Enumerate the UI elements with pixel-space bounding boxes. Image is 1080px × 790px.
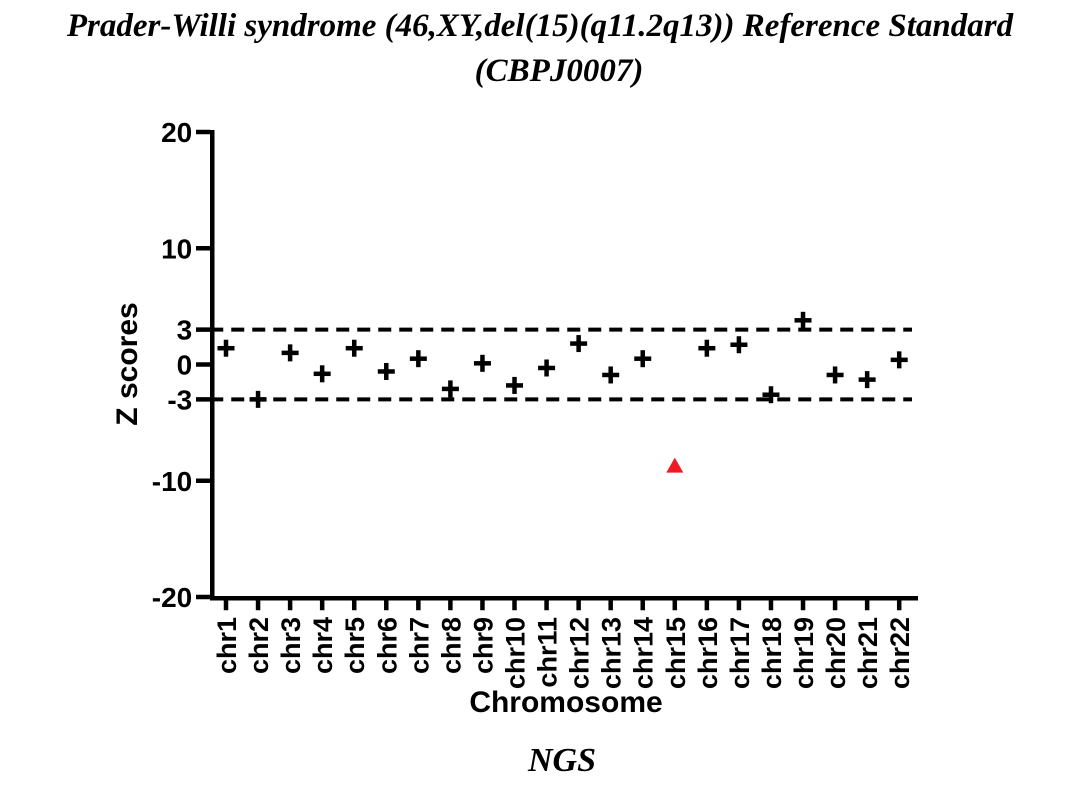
- data-point-chr17: [730, 336, 748, 354]
- data-point-chr20: [826, 366, 844, 384]
- x-tick-label-chr12: chr12: [565, 617, 595, 689]
- data-point-chr1: [217, 339, 235, 357]
- x-tick-label-chr17: chr17: [725, 617, 755, 689]
- x-tick: [223, 598, 229, 611]
- y-tick-label: 0: [177, 350, 193, 381]
- data-point-chr5: [345, 339, 363, 357]
- x-tick-label-chr19: chr19: [789, 617, 819, 689]
- y-tick: [196, 478, 210, 483]
- x-tick: [800, 598, 806, 611]
- x-tick-label-chr13: chr13: [597, 617, 627, 689]
- x-tick: [832, 598, 838, 611]
- x-tick-label-chr21: chr21: [853, 617, 883, 689]
- x-tick-label-chr3: chr3: [276, 617, 306, 674]
- x-tick-label-chr1: chr1: [212, 617, 242, 674]
- outlier-marker-chr15: [666, 457, 684, 473]
- x-tick: [768, 598, 774, 611]
- x-tick-label-chr15: chr15: [661, 617, 691, 689]
- x-tick: [287, 598, 293, 611]
- x-tick-label-chr18: chr18: [757, 617, 787, 689]
- data-point-chr16: [698, 339, 716, 357]
- x-tick-label-chr14: chr14: [629, 617, 659, 689]
- x-tick: [480, 598, 485, 611]
- x-tick: [576, 598, 581, 611]
- x-tick: [384, 598, 389, 611]
- data-point-chr2: [249, 390, 267, 408]
- x-tick-label-chr4: chr4: [308, 617, 338, 674]
- x-tick-label-chr2: chr2: [244, 617, 274, 674]
- data-point-chr21: [858, 371, 876, 389]
- data-point-chr18: [762, 386, 780, 404]
- x-tick: [640, 598, 645, 611]
- y-tick: [196, 362, 210, 367]
- figure-caption-ngs: NGS: [527, 742, 597, 779]
- data-point-chr13: [602, 366, 620, 384]
- x-tick: [416, 598, 421, 611]
- x-tick-label-chr6: chr6: [372, 617, 402, 674]
- y-tick: [196, 397, 210, 402]
- x-tick-label-chr10: chr10: [501, 617, 531, 689]
- x-tick-label-chr20: chr20: [821, 617, 851, 689]
- x-tick-label-chr5: chr5: [340, 617, 370, 674]
- x-tick-label-chr9: chr9: [468, 617, 498, 674]
- y-tick-label: -10: [152, 466, 192, 497]
- x-tick: [736, 598, 742, 611]
- data-point-chr11: [538, 359, 556, 377]
- x-tick-label-chr11: chr11: [533, 617, 563, 688]
- figure-title-line1: Prader-Willi syndrome (46,XY,del(15)(q11…: [66, 8, 1014, 44]
- data-point-chr4: [313, 365, 331, 383]
- data-point-chr7: [409, 350, 427, 368]
- x-tick: [864, 598, 870, 611]
- y-tick: [196, 246, 210, 251]
- x-tick: [544, 598, 549, 611]
- x-tick: [704, 598, 710, 611]
- y-tick: [196, 327, 210, 332]
- x-tick-label-chr8: chr8: [436, 617, 466, 674]
- y-tick-label: -3: [167, 384, 192, 415]
- data-point-chr10: [506, 376, 524, 394]
- x-tick: [448, 598, 453, 611]
- x-tick: [608, 598, 613, 611]
- x-tick: [672, 598, 678, 611]
- y-tick: [196, 594, 210, 600]
- x-tick-label-chr16: chr16: [693, 617, 723, 689]
- data-point-chr6: [377, 362, 395, 380]
- data-point-chr8: [441, 380, 459, 398]
- y-tick-label: 10: [161, 233, 192, 264]
- data-point-chr3: [281, 344, 299, 362]
- x-tick: [896, 598, 902, 611]
- x-tick: [512, 598, 517, 611]
- x-tick: [319, 598, 325, 611]
- data-point-chr14: [634, 350, 652, 368]
- axis-lines: [210, 130, 918, 601]
- x-tick-label-chr7: chr7: [404, 617, 434, 674]
- figure-title-line2: (CBPJ0007): [474, 53, 644, 89]
- x-tick-label-chr22: chr22: [885, 617, 915, 689]
- data-point-chr9: [473, 354, 491, 372]
- x-axis-title: Chromosome: [469, 686, 663, 719]
- y-tick-label: 3: [177, 315, 193, 346]
- data-point-chr19: [794, 311, 812, 329]
- x-tick: [255, 598, 261, 611]
- data-point-chr22: [890, 351, 908, 369]
- y-tick-label: 20: [161, 117, 192, 148]
- data-point-chr12: [570, 335, 588, 353]
- y-tick: [196, 129, 210, 135]
- x-tick: [351, 598, 357, 611]
- y-tick-label: -20: [152, 582, 192, 613]
